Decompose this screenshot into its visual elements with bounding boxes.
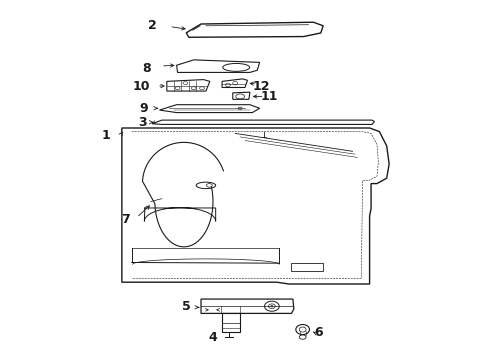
Text: 5: 5 (182, 300, 191, 313)
Text: 6: 6 (314, 326, 322, 339)
Text: 9: 9 (140, 103, 148, 116)
Text: 7: 7 (121, 213, 130, 226)
Text: 10: 10 (132, 80, 149, 93)
Text: 12: 12 (252, 80, 270, 93)
Text: 8: 8 (142, 62, 150, 75)
Text: 4: 4 (209, 330, 218, 343)
Text: 11: 11 (261, 90, 278, 103)
Text: 2: 2 (148, 19, 156, 32)
Text: 1: 1 (101, 129, 110, 142)
Text: 3: 3 (138, 116, 147, 129)
